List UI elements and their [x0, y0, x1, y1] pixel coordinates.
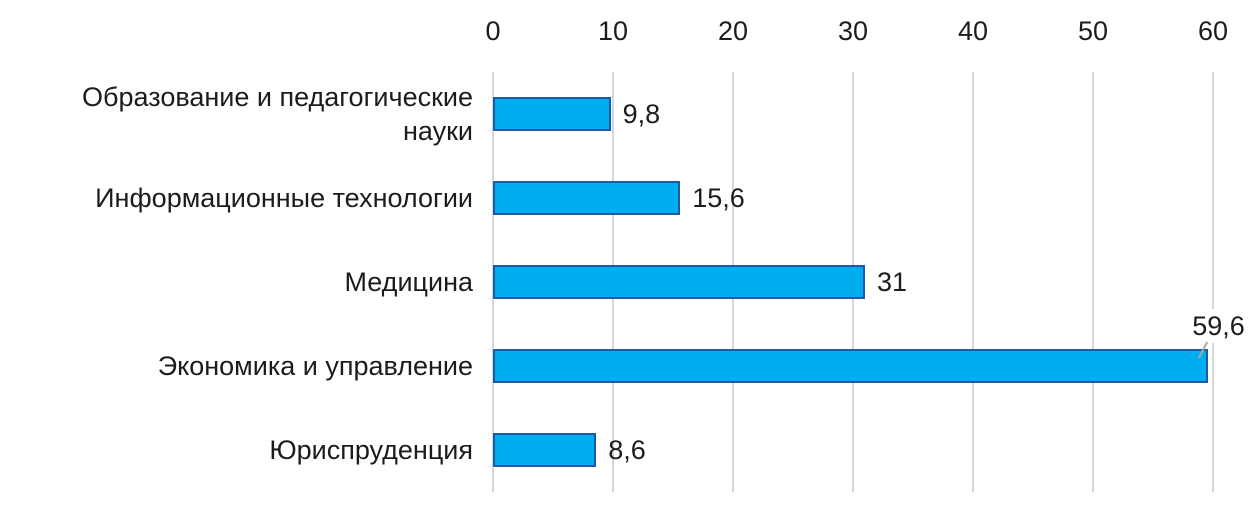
value-label: 15,6 [692, 183, 745, 213]
value-label: 8,6 [608, 435, 646, 465]
value-label: 9,8 [622, 99, 661, 129]
bar [493, 181, 681, 215]
category-label: Экономика и управление [157, 351, 473, 381]
bar [493, 433, 597, 467]
bar [493, 349, 1209, 383]
category-label: Образование и педагогические науки [82, 82, 473, 146]
bar [493, 97, 611, 131]
x-axis-tick-label: 60 [1197, 16, 1229, 46]
gridline [1092, 72, 1094, 492]
gridline [972, 72, 974, 492]
category-label: Информационные технологии [95, 183, 473, 213]
x-axis-tick-label: 20 [717, 16, 749, 46]
gridline [1212, 72, 1214, 492]
x-axis-tick-label: 30 [837, 16, 869, 46]
value-label: 59,6 [1192, 309, 1245, 343]
category-label: Медицина [344, 267, 473, 297]
category-label: Юриспруденция [269, 435, 473, 465]
value-label: 31 [877, 267, 908, 297]
x-axis-tick-label: 10 [597, 16, 629, 46]
x-axis-tick-label: 50 [1077, 16, 1109, 46]
x-axis-tick-label: 0 [485, 16, 501, 46]
bar [493, 265, 865, 299]
x-axis-tick-label: 40 [957, 16, 989, 46]
